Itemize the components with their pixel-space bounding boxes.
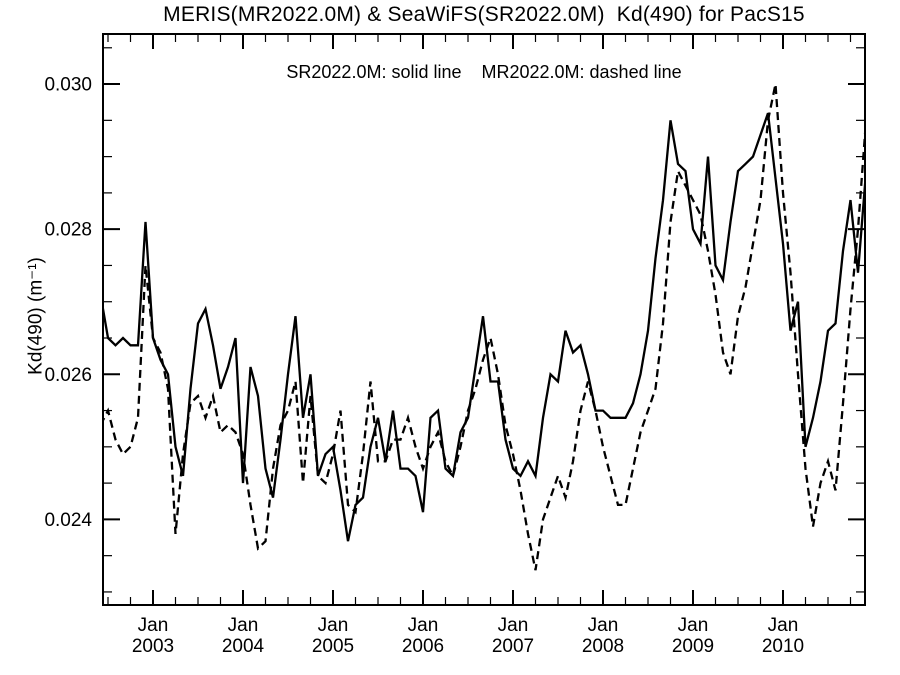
x-tick-label-month: Jan [138, 615, 169, 636]
x-tick-label-year: 2004 [222, 636, 265, 657]
x-tick-label-year: 2010 [762, 636, 804, 657]
seawifs-line [103, 112, 865, 542]
x-tick-label-year: 2009 [672, 636, 714, 657]
x-axis-ticks: Jan2003Jan2004Jan2005Jan2006Jan2007Jan20… [107, 34, 852, 657]
x-tick-label-month: Jan [768, 615, 799, 636]
plot-frame [102, 33, 866, 606]
y-tick-label: 0.026 [44, 365, 92, 386]
x-tick-label-year: 2005 [312, 636, 354, 657]
x-tick-label-month: Jan [228, 615, 259, 636]
x-tick-label-year: 2003 [132, 636, 174, 657]
x-tick-label-month: Jan [678, 615, 709, 636]
y-axis-label: Kd(490) (m⁻¹) [25, 257, 47, 375]
legend-note: SR2022.0M: solid line MR2022.0M: dashed … [286, 62, 682, 82]
x-tick-label-year: 2008 [582, 636, 624, 657]
y-tick-label: 0.030 [44, 75, 92, 96]
y-tick-label: 0.028 [44, 220, 92, 241]
x-tick-label-month: Jan [318, 615, 349, 636]
x-tick-label-month: Jan [498, 615, 529, 636]
meris-line [103, 83, 865, 571]
x-tick-label-month: Jan [588, 615, 619, 636]
chart-title: MERIS(MR2022.0M) & SeaWiFS(SR2022.0M) Kd… [163, 3, 805, 26]
x-tick-label-year: 2006 [402, 636, 444, 657]
x-tick-label-year: 2007 [492, 636, 534, 657]
y-tick-label: 0.024 [44, 510, 92, 531]
y-axis-ticks: 0.024 0.026 0.028 0.030 [44, 47, 865, 593]
x-tick-label-month: Jan [408, 615, 439, 636]
